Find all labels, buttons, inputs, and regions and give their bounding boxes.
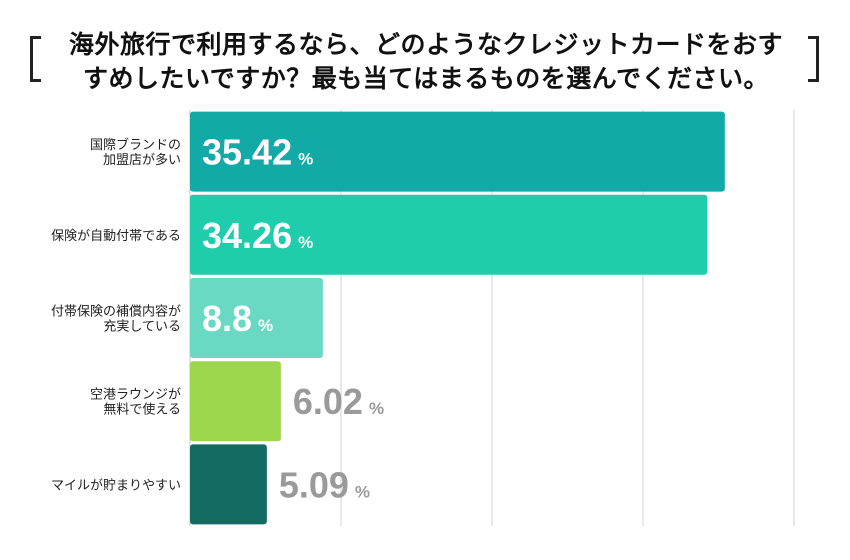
category-label: 空港ラウンジが (90, 388, 181, 403)
data-label: 34.26 (202, 215, 292, 256)
data-label: 35.42 (202, 132, 292, 173)
bar-4 (190, 361, 281, 442)
category-label: 保険が自動付帯である (51, 229, 181, 244)
title-right-bracket (808, 36, 819, 82)
data-label-unit: % (298, 150, 313, 169)
data-label-unit: % (258, 316, 273, 335)
data-label: 5.09 (279, 464, 349, 505)
bar-2 (190, 194, 708, 275)
chart-title-area: 海外旅行で利用するなら、どのようなクレジットカードをおす すめしたいですか？最も… (0, 0, 850, 110)
category-label: 充実している (103, 319, 181, 335)
bar-3 (190, 278, 323, 358)
category-label: 加盟店が多い (103, 152, 181, 168)
bar-5 (190, 444, 267, 525)
data-label: 8.8 (202, 298, 252, 339)
chart-title-line1: 海外旅行で利用するなら、どのようなクレジットカードをおす (68, 30, 783, 59)
category-label: 無料で使える (103, 402, 181, 418)
category-label: 付帯保険の補償内容が (51, 304, 181, 320)
data-label-unit: % (355, 482, 370, 501)
chart-title: 海外旅行で利用するなら、どのようなクレジットカードをおす すめしたいですか？最も… (52, 28, 800, 96)
category-label: マイルが貯まりやすい (51, 478, 181, 493)
data-label: 6.02 (293, 381, 363, 422)
category-label: 国際ブランドの (90, 137, 181, 153)
data-label-unit: % (369, 399, 384, 418)
chart-title-line2: すめしたいですか？最も当てはまるものを選んでください。 (82, 64, 769, 93)
data-label-unit: % (298, 233, 313, 252)
bar-1 (190, 111, 725, 192)
title-left-bracket (30, 36, 41, 82)
